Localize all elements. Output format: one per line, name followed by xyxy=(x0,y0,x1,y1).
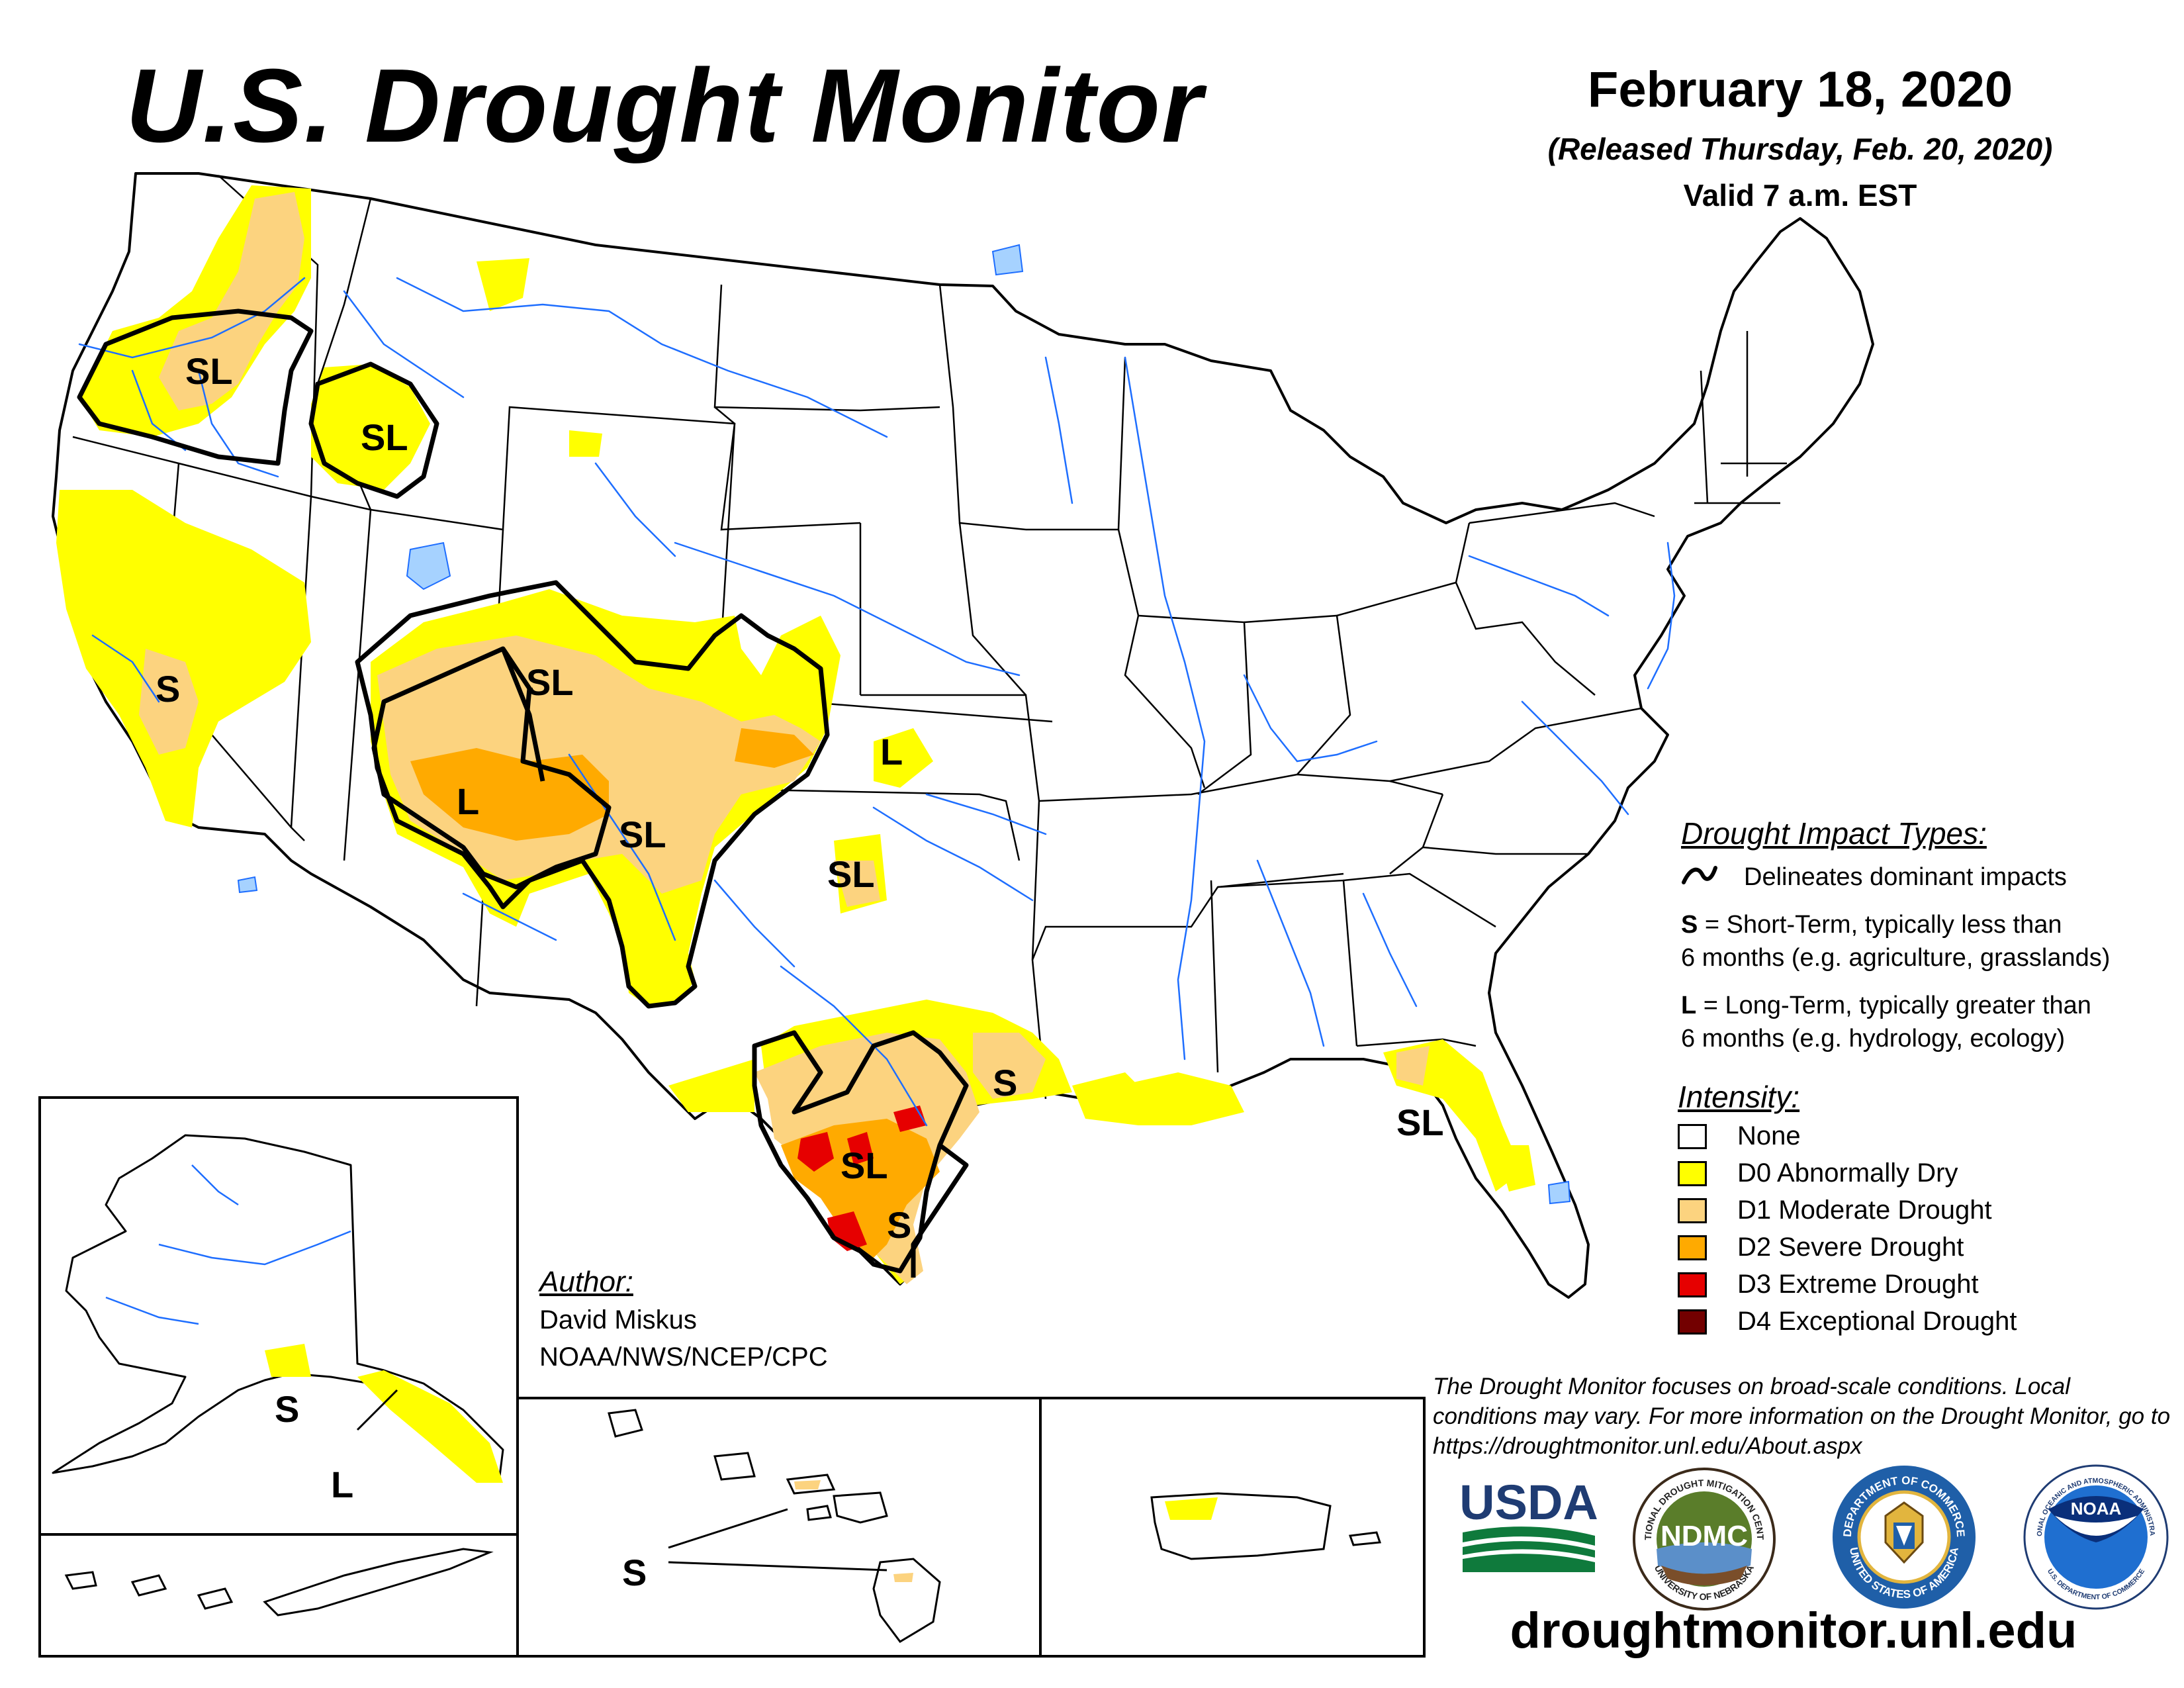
swatch-d3 xyxy=(1678,1272,1707,1297)
usda-logo-text: USDA xyxy=(1459,1475,1598,1530)
label-texas-coast: S xyxy=(887,1204,911,1246)
doc-seal: DEPARTMENT OF COMMERCE UNITED STATES OF … xyxy=(1833,1466,1976,1609)
label-hawaii-s: S xyxy=(622,1552,647,1593)
disclaimer-text: The Drought Monitor focuses on broad-sca… xyxy=(1433,1374,2171,1459)
intensity-label-d4: D4 Exceptional Drought xyxy=(1737,1307,2017,1336)
label-kansas: L xyxy=(880,731,903,773)
intensity-heading: Intensity: xyxy=(1678,1080,1800,1114)
label-florida: SL xyxy=(1396,1102,1444,1143)
label-california: S xyxy=(156,668,180,710)
delineates-label: Delineates dominant impacts xyxy=(1744,863,2067,891)
usda-logo: USDA xyxy=(1459,1475,1598,1572)
long-term-key: L xyxy=(1681,992,1697,1019)
author-org: NOAA/NWS/NCEP/CPC xyxy=(539,1342,828,1372)
author-name: David Miskus xyxy=(539,1305,697,1335)
author-heading: Author: xyxy=(539,1266,633,1298)
map-label-group: SL SL S SL L SL L SL SL S S SL xyxy=(156,350,1444,1246)
swatch-none xyxy=(1678,1124,1707,1149)
long-term-legend: L = Long-Term, typically greater than 6 … xyxy=(1681,989,2091,1055)
impact-boundaries xyxy=(77,308,969,1278)
long-term-line-2: 6 months (e.g. hydrology, ecology) xyxy=(1681,1025,2066,1053)
valid-time: Valid 7 a.m. EST xyxy=(1683,178,1917,212)
ndmc-logo: NATIONAL DROUGHT MITIGATION CENTER UNIVE… xyxy=(1631,1466,1776,1611)
impact-types-heading: Drought Impact Types: xyxy=(1681,816,1987,851)
noaa-logo: NATIONAL OCEANIC AND ATMOSPHERIC ADMINIS… xyxy=(2022,1463,2169,1610)
swatch-d4 xyxy=(1678,1309,1707,1335)
label-oklahoma: SL xyxy=(827,853,875,895)
ndmc-logo-text: NDMC xyxy=(1661,1520,1748,1552)
label-alaska-l: L xyxy=(331,1464,353,1505)
long-term-line-1: = Long-Term, typically greater than xyxy=(1696,992,2091,1019)
label-four-corners: L xyxy=(457,780,479,822)
rivers xyxy=(78,277,1676,1127)
intensity-label-d0: D0 Abnormally Dry xyxy=(1737,1158,1958,1188)
intensity-label-d1: D1 Moderate Drought xyxy=(1737,1196,1992,1225)
conus-outline xyxy=(52,172,1874,1299)
label-oregon: SL xyxy=(185,350,233,392)
intensity-legend: None D0 Abnormally Dry D1 Moderate Droug… xyxy=(1678,1121,2141,1349)
map-title: U.S. Drought Monitor xyxy=(126,48,1204,164)
intensity-label-d2: D2 Severe Drought xyxy=(1737,1233,1964,1262)
label-alaska-s: S xyxy=(275,1388,299,1430)
short-term-key: S xyxy=(1681,911,1698,939)
intensity-label-d3: D3 Extreme Drought xyxy=(1737,1270,1979,1299)
intensity-label-none: None xyxy=(1737,1121,1801,1150)
label-utah-colorado: SL xyxy=(526,661,574,703)
short-term-legend: S = Short-Term, typically less than 6 mo… xyxy=(1681,908,2110,974)
swatch-d1 xyxy=(1678,1198,1707,1223)
short-term-line-2: 6 months (e.g. agriculture, grasslands) xyxy=(1681,944,2111,972)
website-url[interactable]: droughtmonitor.unl.edu xyxy=(1510,1603,2077,1659)
alaska-inset: S L xyxy=(38,1096,519,1658)
noaa-logo-text: NOAA xyxy=(2071,1499,2122,1519)
swatch-d2 xyxy=(1678,1235,1707,1260)
swatch-d0 xyxy=(1678,1161,1707,1186)
puerto-rico-inset xyxy=(1039,1397,1426,1658)
impact-line-icon xyxy=(1682,866,1717,884)
hawaii-inset: S xyxy=(516,1397,1042,1658)
d3-areas xyxy=(797,1105,927,1251)
label-texas: SL xyxy=(841,1145,888,1186)
label-new-mexico: SL xyxy=(619,814,666,855)
lakes xyxy=(237,244,1571,1205)
release-date: (Released Thursday, Feb. 20, 2020) xyxy=(1547,132,2053,166)
label-idaho: SL xyxy=(361,416,408,458)
label-texas-east: S xyxy=(993,1062,1017,1103)
short-term-line-1: = Short-Term, typically less than xyxy=(1698,911,2062,939)
map-date: February 18, 2020 xyxy=(1587,62,2013,118)
